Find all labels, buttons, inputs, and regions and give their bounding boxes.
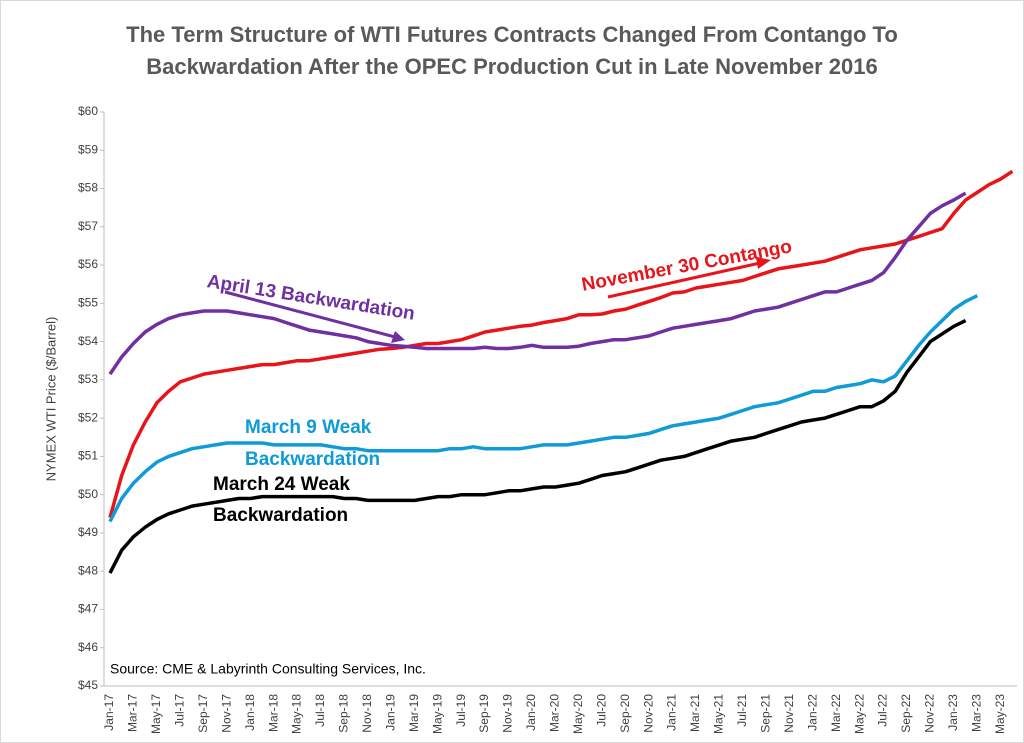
y-tick-label: $46 <box>78 640 98 654</box>
y-tick-label: $53 <box>78 372 98 386</box>
x-tick-label: Jul-21 <box>735 694 749 727</box>
arrow-head <box>756 257 771 269</box>
y-tick-label: $47 <box>78 602 98 616</box>
x-tick-label: Sep-22 <box>899 694 913 733</box>
x-tick-label: Mar-21 <box>688 694 702 732</box>
source: Source: CME & Labyrinth Consulting Servi… <box>110 661 426 677</box>
arrows <box>224 257 771 343</box>
x-tick-label: Nov-20 <box>641 694 655 733</box>
x-tick-label: Nov-19 <box>501 694 515 733</box>
x-tick-label: Jul-19 <box>454 694 468 727</box>
x-tick-label: Sep-17 <box>196 694 210 733</box>
x-tick-label: Nov-17 <box>219 694 233 733</box>
x-tick-label: Jan-19 <box>383 694 397 731</box>
x-tick-label: May-21 <box>712 694 726 734</box>
x-tick-label: Mar-18 <box>266 694 280 732</box>
x-tick-label: Mar-17 <box>126 694 140 732</box>
x-tick-label: Jul-18 <box>313 694 327 727</box>
y-tick-label: $51 <box>78 449 98 463</box>
x-tick-label: Sep-20 <box>618 694 632 733</box>
x-tick-label: Mar-20 <box>548 694 562 732</box>
x-tick-label: Jan-23 <box>946 694 960 731</box>
x-tick-label: Jan-17 <box>102 694 116 731</box>
y-tick-label: $56 <box>78 257 98 271</box>
y-tick-label: $49 <box>78 525 98 539</box>
x-tick-label: Nov-21 <box>782 694 796 733</box>
x-tick-label: Nov-18 <box>360 694 374 733</box>
arrow <box>607 261 761 299</box>
annotation: March 24 Weak <box>213 474 350 495</box>
x-tick-label: Jan-21 <box>665 694 679 731</box>
y-tick-label: $60 <box>78 104 98 118</box>
x-tick-label: Jul-17 <box>172 694 186 727</box>
x-tick-label: May-19 <box>430 694 444 734</box>
x-tick-label: May-20 <box>571 694 585 734</box>
y-tick-label: $45 <box>78 678 98 692</box>
x-tick-label: Jul-22 <box>876 694 890 727</box>
x-tick-label: May-23 <box>993 694 1007 734</box>
x-tick-label: Jan-18 <box>243 694 257 731</box>
arrow <box>224 290 396 339</box>
y-tick-label: $48 <box>78 563 98 577</box>
series-line <box>108 294 979 523</box>
y-axis-label: NYMEX WTI Price ($/Barrel) <box>43 317 58 482</box>
x-tick-label: May-17 <box>149 694 163 734</box>
annotation: Backwardation <box>245 449 380 470</box>
y-tick-label: $54 <box>78 334 98 348</box>
x-tick-label: Sep-18 <box>337 694 351 733</box>
x-tick-label: Jul-20 <box>594 694 608 727</box>
y-tick-label: $58 <box>78 181 98 195</box>
series-line <box>108 191 967 376</box>
y-tick-label: $59 <box>78 142 98 156</box>
x-tick-label: May-22 <box>852 694 866 734</box>
x-tick-label: Nov-22 <box>923 694 937 733</box>
series-line <box>108 319 967 574</box>
annotation: March 9 Weak <box>245 417 372 438</box>
chart-title: The Term Structure of WTI Futures Contra… <box>126 22 898 47</box>
y-tick-label: $57 <box>78 219 98 233</box>
y-tick-label: $50 <box>78 487 98 501</box>
series-line <box>108 169 1014 519</box>
x-tick-label: Sep-21 <box>758 694 772 733</box>
x-tick-label: Jan-20 <box>524 694 538 731</box>
x-tick-label: Mar-23 <box>969 694 983 732</box>
x-tick-label: May-18 <box>290 694 304 734</box>
x-tick-label: Jan-22 <box>805 694 819 731</box>
x-tick-label: Sep-19 <box>477 694 491 733</box>
arrow-head <box>391 331 405 343</box>
y-tick-label: $52 <box>78 410 98 424</box>
x-tick-label: Mar-19 <box>407 694 421 732</box>
chart-title: Backwardation After the OPEC Production … <box>146 54 877 79</box>
x-tick-label: Mar-22 <box>829 694 843 732</box>
annotation: Backwardation <box>213 505 348 526</box>
y-tick-label: $55 <box>78 296 98 310</box>
